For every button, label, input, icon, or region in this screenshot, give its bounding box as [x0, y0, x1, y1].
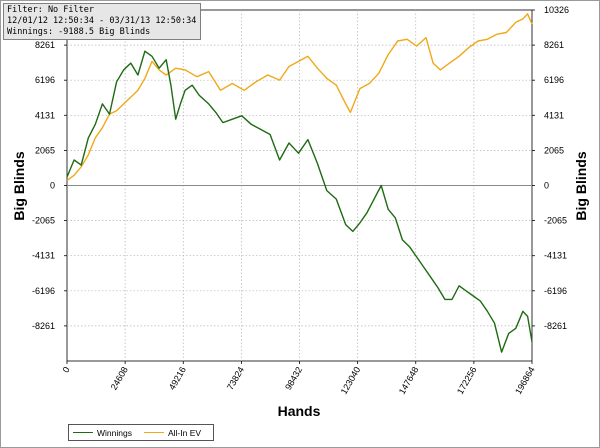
- y-tick-label-right: 2065: [544, 145, 564, 155]
- y-tick-label-left: 4131: [35, 110, 55, 120]
- y-tick-label-right: -6196: [544, 286, 567, 296]
- legend-item-all-in-ev: All-In EV: [143, 427, 202, 438]
- y-tick-label-left: -4131: [32, 251, 55, 261]
- y-tick-label-left: 8261: [35, 40, 55, 50]
- winnings-summary-label: Winnings: -9188.5 Big Blinds: [7, 27, 151, 37]
- x-tick-label: 24608: [109, 365, 130, 392]
- y-tick-label-left: -8261: [32, 321, 55, 331]
- y-tick-label-left: 0: [50, 181, 55, 191]
- y-axis-right-labels: 10326 8261 6196 4131 2065 0 -2065 -4131 -6196 -82…: [532, 5, 569, 331]
- y-tick-label-right: 0: [544, 181, 549, 191]
- x-tick-label: 172256: [455, 365, 479, 396]
- x-tick-label: 123040: [339, 365, 363, 396]
- y-tick-label-right: -4131: [544, 251, 567, 261]
- series-line-winnings: [66, 50, 533, 353]
- filter-info-box: Filter: No Filter 12/01/12 12:50:34 - 03…: [3, 3, 202, 40]
- series-layer: [66, 13, 533, 353]
- y-tick-label-right: 10326: [544, 5, 569, 15]
- x-tick-label: 73824: [225, 365, 246, 392]
- legend-item-winnings: Winnings: [73, 428, 132, 438]
- y-axis-title-left: Big Blinds: [11, 151, 27, 220]
- filter-label: Filter: No Filter: [7, 5, 94, 15]
- y-tick-label-right: 4131: [544, 110, 564, 120]
- y-tick-label-right: -2065: [544, 216, 567, 226]
- x-tick-label: 147648: [397, 365, 421, 396]
- date-range-label: 12/01/12 12:50:34 - 03/31/13 12:50:34: [7, 16, 197, 26]
- x-axis-labels: 0 24608 49216 73824 98432 123040 147648 172256 1…: [61, 361, 537, 396]
- y-axis-title-right: Big Blinds: [573, 151, 589, 220]
- y-tick-label-right: -8261: [544, 321, 567, 331]
- y-tick-label-right: 6196: [544, 75, 564, 85]
- x-tick-label: 49216: [167, 365, 188, 392]
- legend: Winnings All-In EV: [68, 424, 214, 441]
- legend-label-all-in-ev: All-In EV: [167, 427, 202, 438]
- y-tick-label-left: 2065: [35, 145, 55, 155]
- y-tick-label-right: 8261: [544, 40, 564, 50]
- legend-label-winnings: Winnings: [97, 427, 132, 438]
- y-tick-label-left: -6196: [32, 286, 55, 296]
- legend-swatch-winnings: [73, 432, 93, 433]
- x-tick-label: 98432: [283, 365, 304, 392]
- legend-swatch-all-in-ev: [143, 432, 164, 433]
- y-tick-label-left: -2065: [32, 216, 55, 226]
- x-axis-title: Hands: [278, 403, 321, 419]
- x-tick-label: 0: [61, 365, 72, 374]
- y-axis-left-labels: 8261 6196 4131 2065 0 -2065 -4131 -6196 -8261: [32, 40, 67, 331]
- series-line-all-in-ev: [66, 13, 533, 181]
- y-tick-label-left: 6196: [35, 75, 55, 85]
- x-tick-label: 196864: [513, 365, 537, 396]
